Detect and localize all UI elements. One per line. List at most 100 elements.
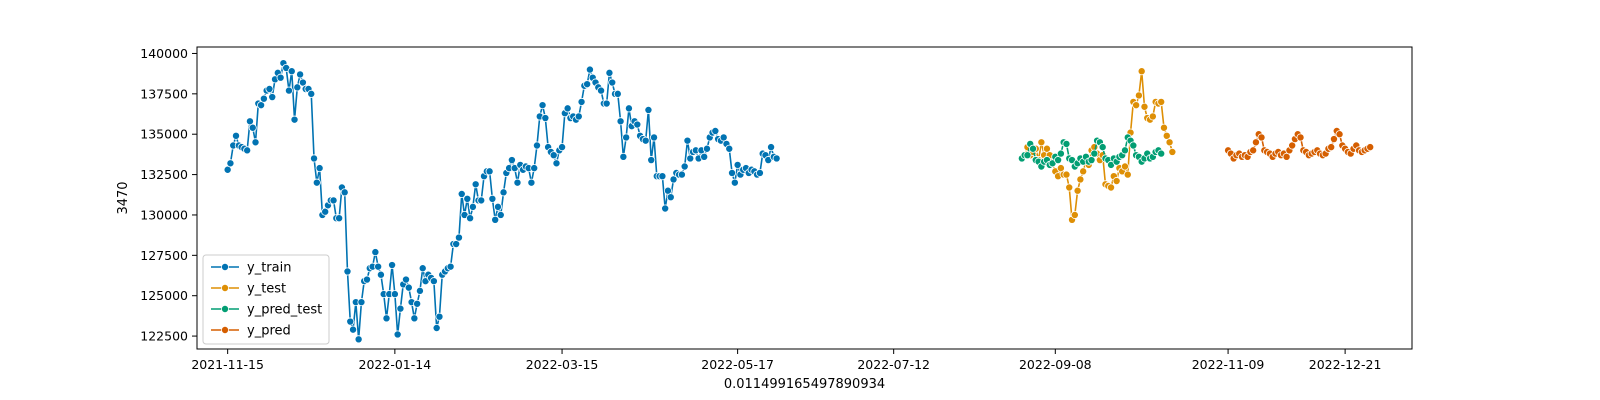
data-point [413, 299, 422, 308]
series-y-pred-test [1017, 133, 1166, 171]
data-point [530, 164, 539, 173]
data-point [499, 188, 508, 197]
data-point [496, 210, 505, 219]
data-point [265, 84, 274, 93]
data-point [248, 123, 257, 132]
data-point [1327, 143, 1336, 152]
data-point [730, 178, 739, 187]
data-point [376, 270, 385, 279]
data-point [619, 152, 628, 161]
data-point [633, 120, 642, 129]
data-point [1112, 177, 1121, 186]
plot-area [223, 59, 1375, 344]
data-point [507, 156, 516, 165]
data-point [1120, 162, 1129, 171]
data-point [1062, 139, 1071, 148]
data-point [558, 143, 567, 152]
data-point [711, 126, 720, 135]
data-point [463, 194, 472, 203]
x-axis-label: 0.011499165497890934 [724, 377, 885, 392]
data-point [404, 283, 413, 292]
data-point [432, 324, 441, 333]
data-point [1137, 67, 1146, 76]
data-point [513, 178, 522, 187]
legend-label: y_pred [247, 324, 291, 339]
y-tick-label: 127500 [140, 248, 188, 263]
data-point [415, 286, 424, 295]
data-point [468, 202, 477, 211]
data-point [349, 325, 358, 334]
data-point [608, 78, 617, 87]
y-tick-label: 130000 [140, 207, 188, 222]
data-point [733, 160, 742, 169]
data-point [1249, 146, 1258, 155]
data-point [284, 86, 293, 95]
data-point [491, 215, 500, 224]
data-point [605, 68, 614, 77]
x-tick-label: 2022-12-21 [1309, 357, 1382, 372]
data-point [552, 159, 561, 168]
data-point [613, 89, 622, 98]
legend-label: y_pred_test [247, 303, 322, 318]
x-tick-label: 2022-01-14 [359, 357, 432, 372]
data-point [329, 196, 338, 205]
data-point [1335, 130, 1344, 139]
data-point [259, 94, 268, 103]
data-point [1148, 112, 1157, 121]
series-y-test [1017, 67, 1177, 224]
data-point [541, 114, 550, 123]
data-point [622, 133, 631, 142]
y-tick-label: 137500 [140, 86, 188, 101]
data-point [683, 136, 692, 145]
series-y-pred [1224, 126, 1375, 163]
data-point [702, 144, 711, 153]
data-point [583, 80, 592, 89]
data-point [1065, 183, 1074, 192]
data-point [1123, 170, 1132, 179]
data-point [1070, 210, 1079, 219]
data-point [677, 170, 686, 179]
data-point [287, 67, 296, 76]
data-point [471, 180, 480, 189]
data-point [1168, 147, 1177, 156]
data-point [382, 314, 391, 323]
data-point [700, 152, 709, 161]
legend-marker [220, 262, 229, 271]
x-tick-label: 2022-03-15 [526, 357, 599, 372]
data-point [293, 83, 302, 92]
y-tick-label: 135000 [140, 127, 188, 142]
data-point [312, 178, 321, 187]
data-point [661, 204, 670, 213]
y-axis: 122500 125000 127500 130000 132500 135000 1375… [140, 46, 197, 344]
legend-item: y_train [211, 261, 291, 276]
y-tick-label: 122500 [140, 329, 188, 344]
data-point [1157, 97, 1166, 106]
data-point [1107, 183, 1116, 192]
data-point [641, 136, 650, 145]
data-point [488, 194, 497, 203]
data-point [532, 141, 541, 150]
data-point [602, 99, 611, 108]
data-point [1073, 186, 1082, 195]
data-point [335, 214, 344, 223]
data-point [232, 131, 241, 140]
data-point [1098, 143, 1107, 152]
legend-item: y_pred [211, 324, 291, 339]
data-point [1037, 138, 1046, 147]
data-point [624, 104, 633, 113]
data-point [401, 275, 410, 284]
data-point [362, 275, 371, 284]
data-point [251, 138, 260, 147]
data-point [388, 261, 397, 270]
data-point [371, 248, 380, 257]
data-point [549, 151, 558, 160]
data-point [396, 304, 405, 313]
x-axis: 2021-11-15 2022-01-14 2022-03-15 2022-05-17… [191, 349, 1381, 372]
data-point [393, 330, 402, 339]
data-point [538, 101, 547, 110]
data-point [1029, 144, 1038, 153]
data-point [346, 317, 355, 326]
data-point [755, 168, 764, 177]
data-point [597, 86, 606, 95]
